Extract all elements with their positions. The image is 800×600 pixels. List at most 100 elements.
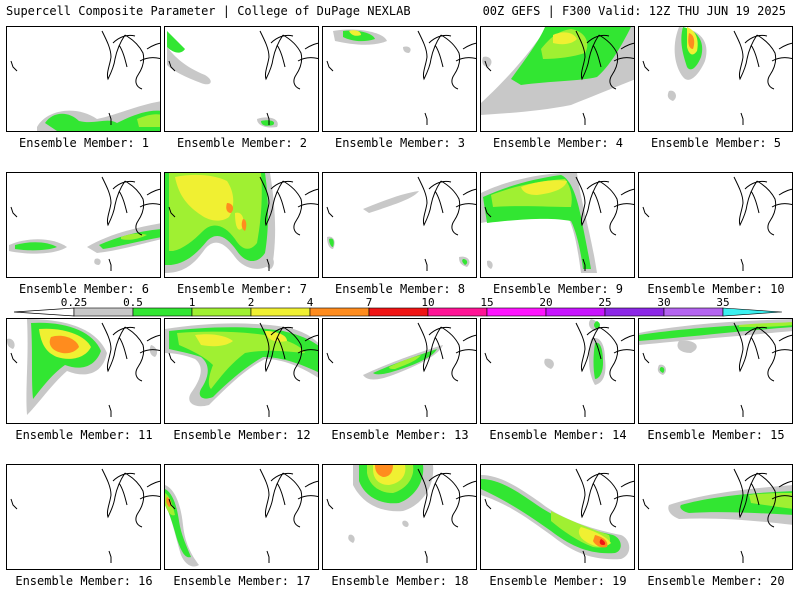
coastline-fragment [10, 206, 112, 271]
member-16-field [10, 468, 160, 563]
colorbar-segment [486, 307, 547, 317]
scp-contour-gray [667, 90, 676, 101]
ensemble-member-label: Ensemble Member: 2 [176, 136, 308, 150]
scp-contour-green [593, 342, 603, 379]
scp-contour-green [261, 120, 275, 126]
scp-contour-yellow [265, 331, 287, 342]
ensemble-member-label: Ensemble Member: 6 [18, 282, 150, 296]
colorbar-segment [73, 307, 134, 317]
great-lakes-outline [101, 30, 160, 90]
member-7-field [165, 173, 318, 273]
great-lakes-outline [417, 468, 476, 528]
coastline-fragment [10, 60, 112, 125]
colorbar-tick-label: 7 [366, 296, 373, 309]
great-lakes-outline [733, 468, 792, 528]
coastline-fragment [484, 206, 586, 271]
ensemble-member-label: Ensemble Member: 8 [334, 282, 466, 296]
scp-contour-gray [94, 258, 101, 265]
scp-contour-gray [363, 191, 419, 213]
great-lakes-outline [575, 322, 634, 382]
valid-time: 00Z GEFS | F300 Valid: 12Z THU JUN 19 20… [482, 4, 786, 18]
ensemble-member-2-map [164, 26, 319, 132]
scp-contour-gray [7, 338, 15, 349]
ensemble-member-18-map [322, 464, 477, 570]
colorbar-tick-label: 0.5 [123, 296, 143, 309]
scp-contour-green [167, 31, 185, 53]
ensemble-member-4-map [480, 26, 635, 132]
colorbar-tick-label: 30 [657, 296, 670, 309]
member-5-field [642, 27, 792, 125]
scp-contour-orange [688, 33, 695, 49]
scp-contour-gray [264, 257, 274, 269]
great-lakes-outline [101, 468, 160, 528]
colorbar-tick-label: 35 [716, 296, 729, 309]
coastline-fragment [168, 206, 270, 271]
colorbar-tick-label: 10 [421, 296, 434, 309]
great-lakes-outline [733, 30, 792, 90]
great-lakes-outline [417, 322, 476, 382]
scp-contour-gray [482, 56, 492, 67]
colorbar-tick-label: 25 [598, 296, 611, 309]
scp-contour-gray [677, 340, 697, 353]
ensemble-member-1-map [6, 26, 161, 132]
scp-contour-gray [149, 345, 158, 357]
scp-contour-green [462, 259, 468, 265]
scp-contour-lightgreen [749, 493, 792, 509]
ensemble-member-label: Ensemble Member: 16 [15, 574, 153, 588]
coastline-fragment [642, 60, 744, 125]
ensemble-member-16-map [6, 464, 161, 570]
great-lakes-outline [259, 176, 318, 236]
coastline-fragment [484, 498, 586, 563]
great-lakes-outline [417, 30, 476, 90]
member-9-field [481, 173, 634, 273]
ensemble-member-3-map [322, 26, 477, 132]
ensemble-member-label: Ensemble Member: 10 [647, 282, 785, 296]
scp-contour-orange [241, 219, 247, 231]
ensemble-member-label: Ensemble Member: 14 [489, 428, 627, 442]
member-19-field [481, 468, 634, 563]
chart-title: Supercell Composite Parameter | College … [6, 4, 411, 18]
scp-contour-lightgreen [137, 114, 160, 127]
scp-contour-orange [226, 203, 234, 213]
great-lakes-outline [259, 468, 318, 528]
ensemble-member-13-map [322, 318, 477, 424]
ensemble-member-label: Ensemble Member: 17 [173, 574, 311, 588]
coastline-fragment [484, 352, 586, 417]
ensemble-member-label: Ensemble Member: 20 [647, 574, 785, 588]
ensemble-member-label: Ensemble Member: 12 [173, 428, 311, 442]
great-lakes-outline [417, 176, 476, 236]
scp-contour-orange [375, 465, 393, 477]
scp-contour-lightgreen [177, 331, 305, 389]
colorbar-tick-label: 2 [248, 296, 255, 309]
coastline-fragment [642, 352, 744, 417]
ensemble-member-label: Ensemble Member: 1 [18, 136, 150, 150]
coastline-fragment [10, 352, 112, 417]
great-lakes-outline [733, 176, 792, 236]
ensemble-member-label: Ensemble Member: 15 [647, 428, 785, 442]
coastline-fragment [168, 352, 270, 417]
ensemble-member-label: Ensemble Member: 9 [492, 282, 624, 296]
ensemble-member-label: Ensemble Member: 3 [334, 136, 466, 150]
great-lakes-outline [259, 30, 318, 90]
member-20-field [642, 468, 792, 563]
ensemble-member-6-map [6, 172, 161, 278]
member-1-field [10, 30, 160, 131]
member-18-field [326, 465, 476, 563]
ensemble-member-14-map [480, 318, 635, 424]
scp-contour-green [639, 323, 792, 341]
colorbar-segment [132, 307, 193, 317]
scp-contour-yellow [175, 174, 234, 221]
member-17-field [165, 468, 318, 567]
scp-contour-gray [487, 260, 493, 269]
great-lakes-outline [575, 176, 634, 236]
colorbar-tick-label: 4 [307, 296, 314, 309]
member-11-field [7, 319, 160, 417]
colorbar-segment [368, 307, 429, 317]
scp-contour-gray [403, 46, 411, 53]
great-lakes-outline [101, 176, 160, 236]
scp-contour-lightgreen [739, 322, 792, 327]
coastline-fragment [642, 498, 744, 563]
colorbar-segment [309, 307, 370, 317]
coastline-fragment [168, 498, 270, 563]
great-lakes-outline [575, 468, 634, 528]
